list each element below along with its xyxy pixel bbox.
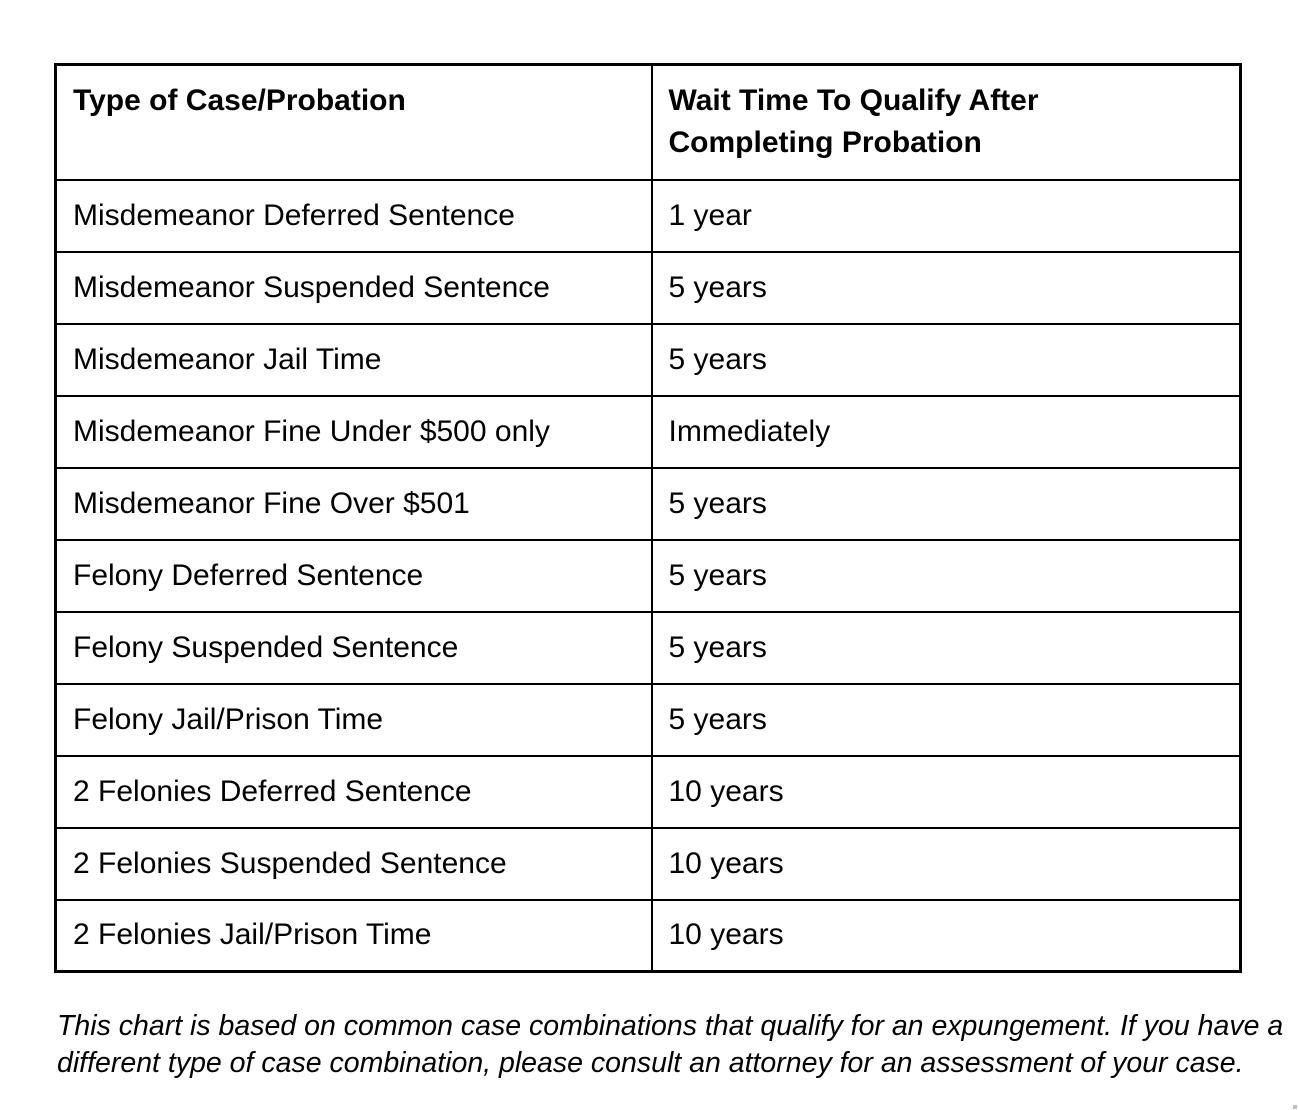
footnote-line1: This chart is based on common case combi… [57,1010,1284,1042]
case-type-cell: Misdemeanor Jail Time [54,322,653,397]
header-wait-time: Wait Time To Qualify After Completing Pr… [650,63,1242,181]
table-row: Felony Deferred Sentence 5 years [54,538,1242,613]
table-row: Felony Suspended Sentence 5 years [54,610,1242,685]
header-row: Type of Case/Probation Wait Time To Qual… [54,63,1242,181]
wait-time-cell: 5 years [650,250,1242,325]
wait-time-cell: 1 year [650,178,1242,253]
table-row: Misdemeanor Jail Time 5 years [54,322,1242,397]
scrollbar-corner-artifact [1293,1105,1297,1109]
case-type-cell: 2 Felonies Suspended Sentence [54,826,653,901]
wait-time-cell: 5 years [650,466,1242,541]
expungement-wait-table: Type of Case/Probation Wait Time To Qual… [54,63,1242,973]
wait-time-cell: 5 years [650,538,1242,613]
case-type-cell: Misdemeanor Deferred Sentence [54,178,653,253]
case-type-cell: Felony Jail/Prison Time [54,682,653,757]
table-row: Misdemeanor Fine Over $501 5 years [54,466,1242,541]
table-row: Misdemeanor Fine Under $500 only Immedia… [54,394,1242,469]
table-row: 2 Felonies Deferred Sentence 10 years [54,754,1242,829]
table-row: Felony Jail/Prison Time 5 years [54,682,1242,757]
header-wait-time-line1: Wait Time To Qualify After [668,84,1039,117]
case-type-cell: Felony Suspended Sentence [54,610,653,685]
wait-time-cell: 5 years [650,682,1242,757]
case-type-cell: Misdemeanor Suspended Sentence [54,250,653,325]
case-type-cell: 2 Felonies Jail/Prison Time [54,898,653,973]
case-type-cell: Misdemeanor Fine Under $500 only [54,394,653,469]
header-case-type: Type of Case/Probation [54,63,653,181]
case-type-cell: 2 Felonies Deferred Sentence [54,754,653,829]
wait-time-cell: 10 years [650,898,1242,973]
wait-time-cell: 10 years [650,754,1242,829]
table-row: 2 Felonies Jail/Prison Time 10 years [54,898,1242,973]
wait-time-cell: 5 years [650,610,1242,685]
header-wait-time-line2: Completing Probation [668,126,982,159]
table-row: 2 Felonies Suspended Sentence 10 years [54,826,1242,901]
footnote: This chart is based on common case combi… [57,1008,1283,1082]
case-type-cell: Misdemeanor Fine Over $501 [54,466,653,541]
wait-time-cell: 5 years [650,322,1242,397]
case-type-cell: Felony Deferred Sentence [54,538,653,613]
table-row: Misdemeanor Deferred Sentence 1 year [54,178,1242,253]
table-row: Misdemeanor Suspended Sentence 5 years [54,250,1242,325]
wait-time-cell: 10 years [650,826,1242,901]
footnote-line2: different type of case combination, plea… [57,1047,1244,1079]
wait-time-cell: Immediately [650,394,1242,469]
header-case-type-label: Type of Case/Probation [73,84,406,117]
